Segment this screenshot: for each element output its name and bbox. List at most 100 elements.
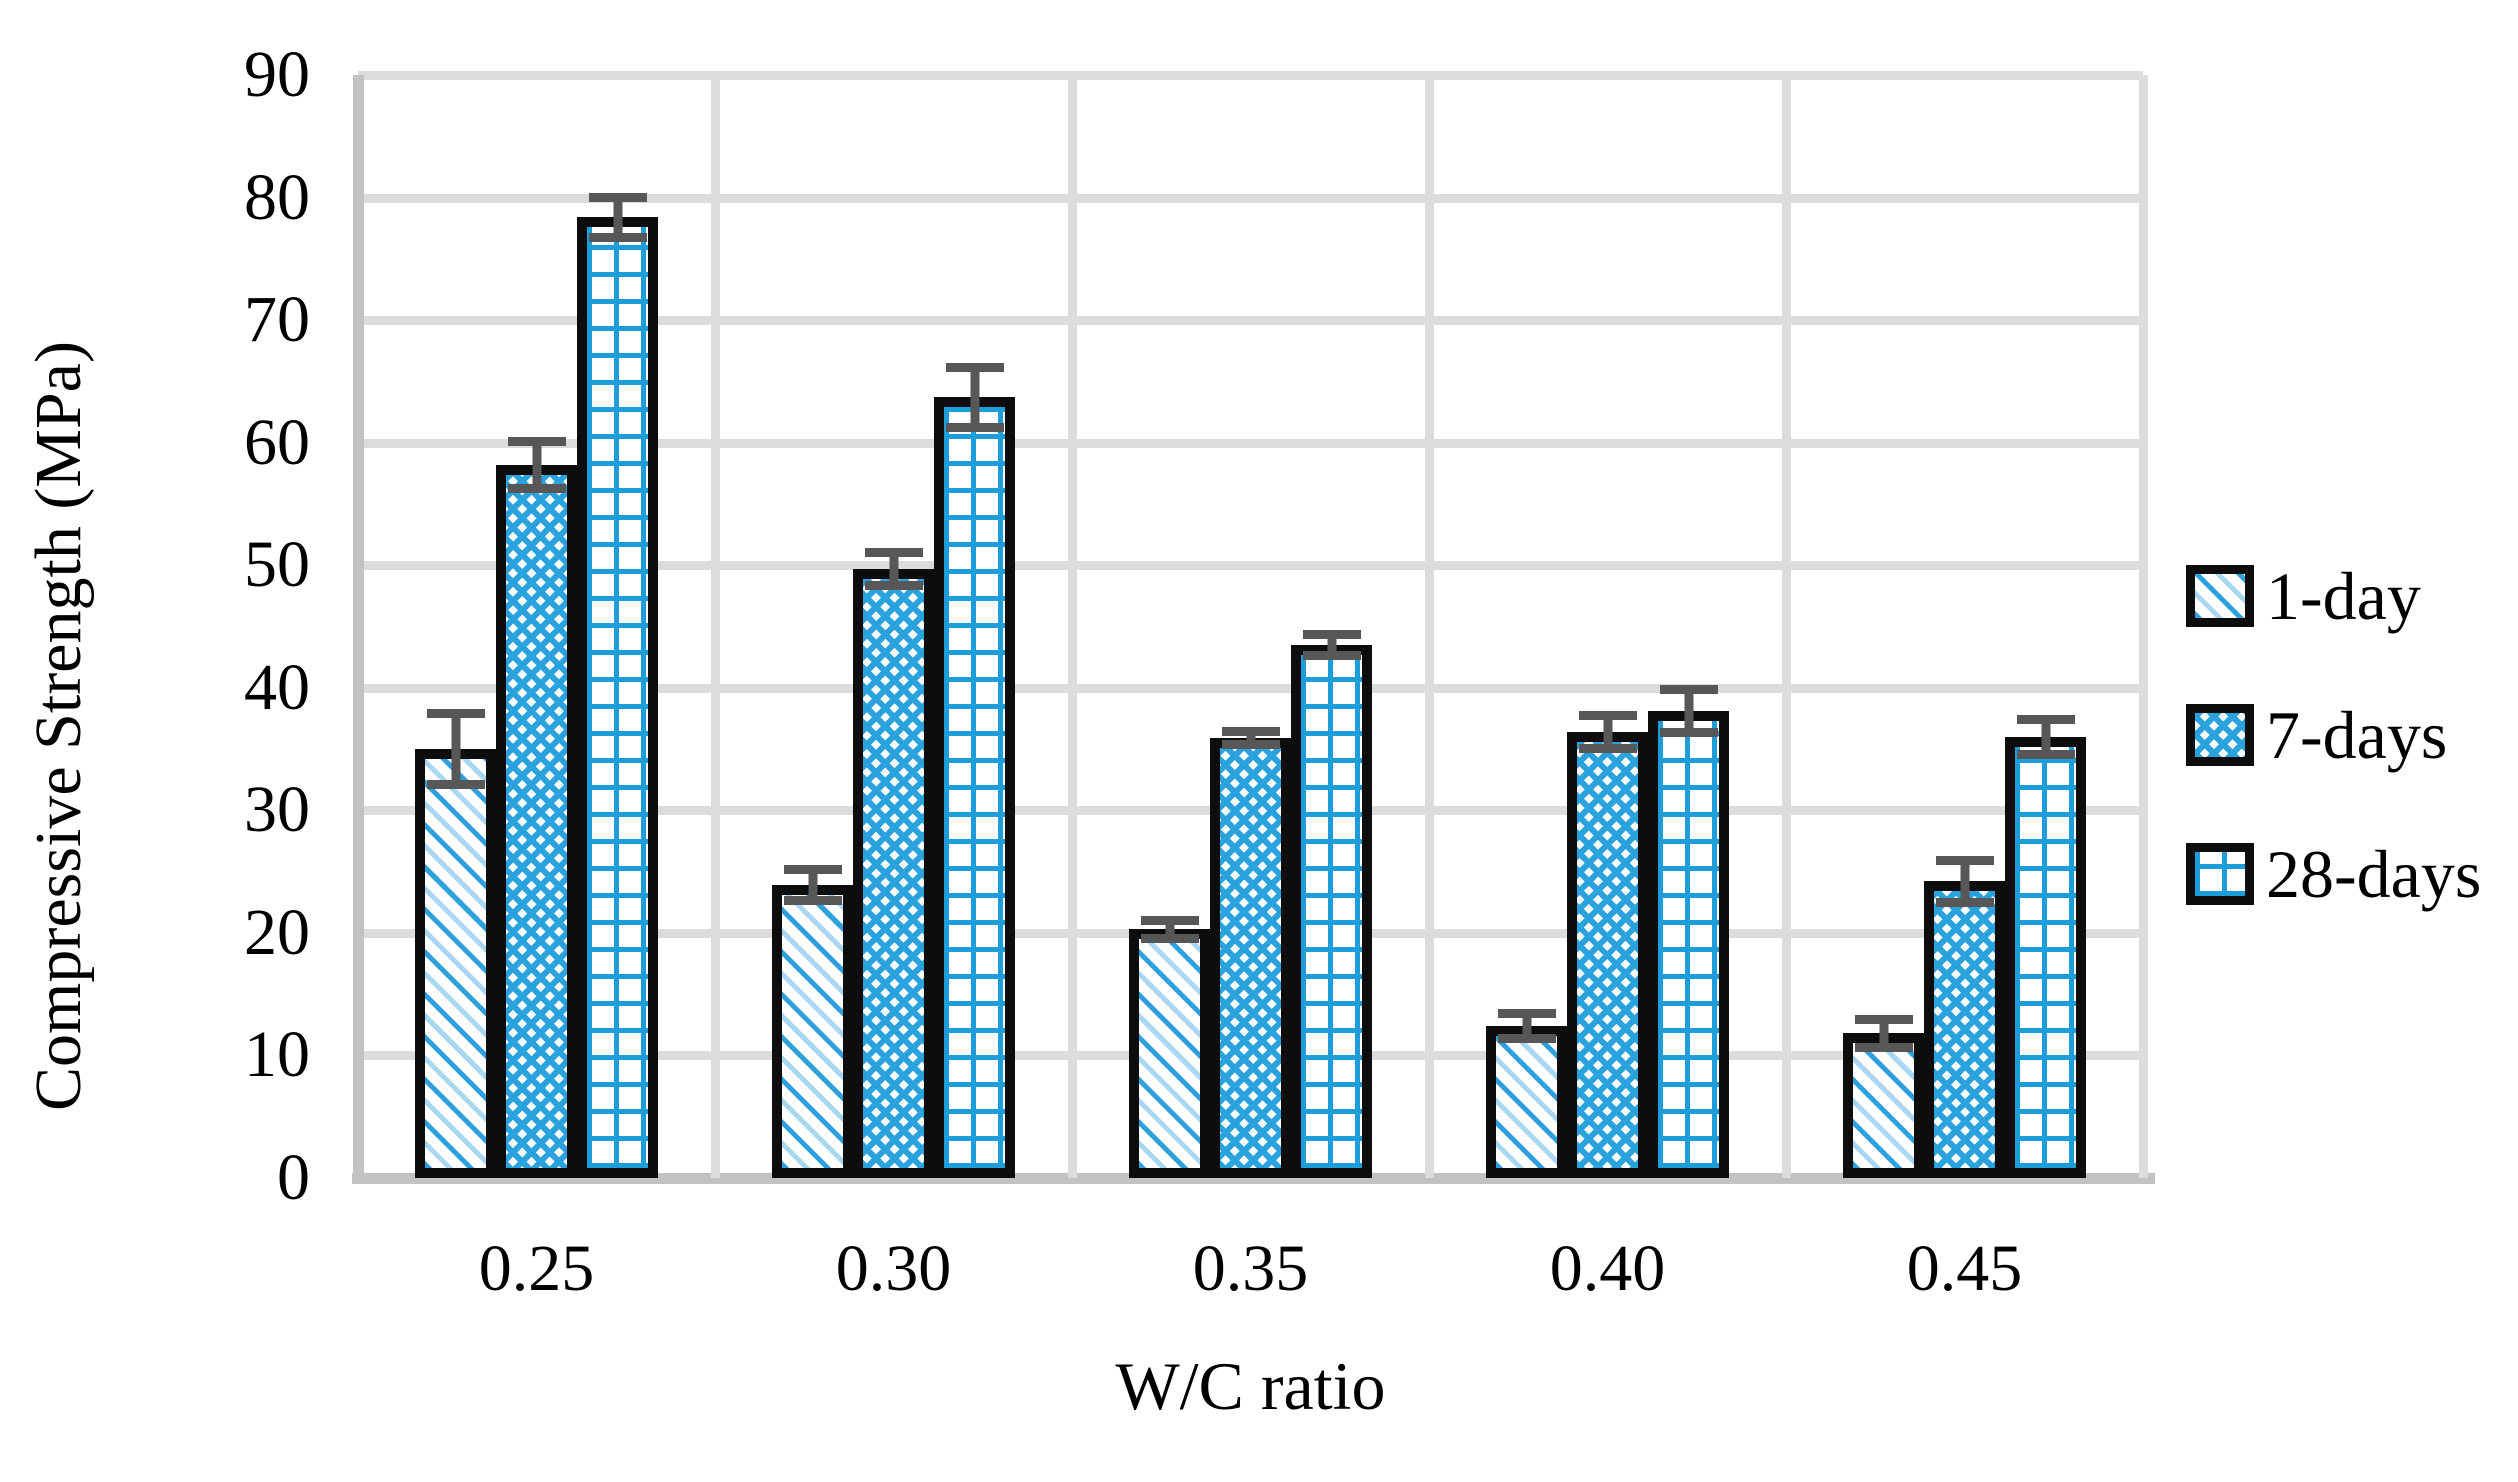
bar-7-days-0.45 — [1924, 881, 2005, 1178]
error-bar-cap-bottom — [2016, 749, 2075, 759]
legend: 1-day 7-days 28-days — [2186, 0, 2516, 1482]
error-bar-cap-top — [1659, 685, 1718, 695]
error-bar-cap-bottom — [864, 580, 923, 590]
error-bar-cap-bottom — [507, 483, 566, 493]
legend-swatch-1-day — [2186, 565, 2254, 627]
error-bar-cap-bottom — [1221, 740, 1280, 750]
error-bar-cap-top — [588, 192, 647, 202]
y-tick-label: 20 — [244, 895, 310, 969]
gridline-v — [1068, 75, 1077, 1178]
error-bar-cap-top — [426, 708, 485, 718]
error-bar-1-day-0.40 — [1497, 1008, 1556, 1044]
error-bar-cap-top — [1140, 915, 1199, 925]
bar-7-days-0.40 — [1567, 731, 1648, 1178]
error-bar-7-days-0.35 — [1221, 726, 1280, 750]
error-bar-stem — [1684, 685, 1693, 737]
error-bar-cap-bottom — [1578, 743, 1637, 753]
error-bar-cap-top — [1935, 855, 1994, 865]
error-bar-stem — [1603, 711, 1612, 753]
bar-1-day-0.25 — [415, 749, 496, 1178]
error-bar-1-day-0.30 — [783, 865, 842, 905]
error-bar-stem — [451, 708, 460, 790]
gridline-v — [2139, 75, 2148, 1178]
x-axis-title: W/C ratio — [1115, 1348, 1386, 1424]
error-bar-cap-top — [1497, 1008, 1556, 1018]
bar-7-days-0.35 — [1210, 738, 1291, 1178]
y-axis-title: Compressive Strength (MPa) — [22, 341, 95, 1111]
error-bar-1-day-0.35 — [1140, 915, 1199, 943]
legend-item-7-days: 7-days — [2186, 689, 2447, 781]
gridline-v — [711, 75, 720, 1178]
legend-label-1-day: 1-day — [2266, 558, 2421, 634]
error-bar-cap-top — [2016, 714, 2075, 724]
bar-28-days-0.35 — [1291, 644, 1372, 1178]
gridline-v — [1782, 75, 1791, 1178]
y-tick-label: 40 — [244, 650, 310, 724]
error-bar-stem — [1879, 1015, 1888, 1052]
error-bar-cap-bottom — [1659, 727, 1718, 737]
gridline-h — [358, 438, 2143, 448]
error-bar-cap-top — [1854, 1015, 1913, 1024]
y-tick-label: 50 — [244, 528, 310, 602]
gridline-h — [358, 316, 2143, 326]
bar-28-days-0.40 — [1648, 711, 1729, 1178]
legend-swatch-7-days — [2186, 704, 2254, 766]
error-bar-cap-bottom — [1497, 1034, 1556, 1044]
gridline-h — [358, 193, 2143, 203]
error-bar-stem — [1522, 1008, 1531, 1044]
bar-1-day-0.30 — [772, 885, 853, 1178]
error-bar-1-day-0.45 — [1854, 1015, 1913, 1052]
legend-label-28-days: 28-days — [2266, 836, 2482, 912]
error-bar-cap-top — [864, 548, 923, 558]
bar-28-days-0.25 — [577, 217, 658, 1178]
error-bar-cap-bottom — [783, 895, 842, 905]
error-bar-cap-bottom — [945, 422, 1004, 432]
error-bar-cap-top — [945, 363, 1004, 372]
bar-7-days-0.30 — [853, 568, 934, 1178]
gridline-v — [1425, 75, 1434, 1178]
bar-1-day-0.35 — [1129, 929, 1210, 1178]
error-bar-28-days-0.35 — [1302, 630, 1361, 660]
error-bar-7-days-0.40 — [1578, 711, 1637, 753]
bar-7-days-0.25 — [496, 464, 577, 1178]
error-bar-cap-top — [783, 865, 842, 875]
x-axis-line — [352, 1173, 2155, 1184]
error-bar-cap-bottom — [588, 232, 647, 242]
bar-28-days-0.30 — [934, 397, 1015, 1178]
error-bar-stem — [1165, 915, 1174, 943]
bar-1-day-0.40 — [1486, 1026, 1567, 1178]
x-tick-label: 0.25 — [478, 1232, 595, 1305]
x-tick-label: 0.45 — [1906, 1232, 2023, 1305]
error-bar-1-day-0.25 — [426, 708, 485, 790]
y-tick-label: 10 — [244, 1018, 310, 1092]
error-bar-stem — [1246, 726, 1255, 750]
gridline-h — [358, 561, 2143, 571]
x-tick-label: 0.35 — [1192, 1232, 1309, 1305]
error-bar-cap-bottom — [426, 780, 485, 790]
gridline-h — [358, 683, 2143, 693]
error-bar-cap-bottom — [1935, 898, 1994, 908]
error-bar-stem — [1960, 855, 1969, 908]
y-tick-label: 80 — [244, 160, 310, 234]
error-bar-stem — [613, 192, 622, 242]
error-bar-stem — [970, 363, 979, 432]
error-bar-7-days-0.25 — [507, 436, 566, 493]
error-bar-cap-top — [1221, 726, 1280, 736]
error-bar-28-days-0.30 — [945, 363, 1004, 432]
y-tick-label: 60 — [244, 405, 310, 479]
y-axis-line — [353, 75, 364, 1178]
error-bar-7-days-0.45 — [1935, 855, 1994, 908]
error-bar-stem — [532, 436, 541, 493]
error-bar-7-days-0.30 — [864, 548, 923, 590]
error-bar-stem — [889, 548, 898, 590]
y-tick-label: 70 — [244, 283, 310, 357]
error-bar-28-days-0.25 — [588, 192, 647, 242]
error-bar-cap-top — [1578, 711, 1637, 721]
legend-swatch-28-days — [2186, 843, 2254, 905]
error-bar-stem — [1327, 630, 1336, 660]
error-bar-stem — [808, 865, 817, 905]
x-tick-label: 0.40 — [1549, 1232, 1666, 1305]
legend-label-7-days: 7-days — [2266, 697, 2448, 773]
error-bar-cap-bottom — [1140, 933, 1199, 943]
